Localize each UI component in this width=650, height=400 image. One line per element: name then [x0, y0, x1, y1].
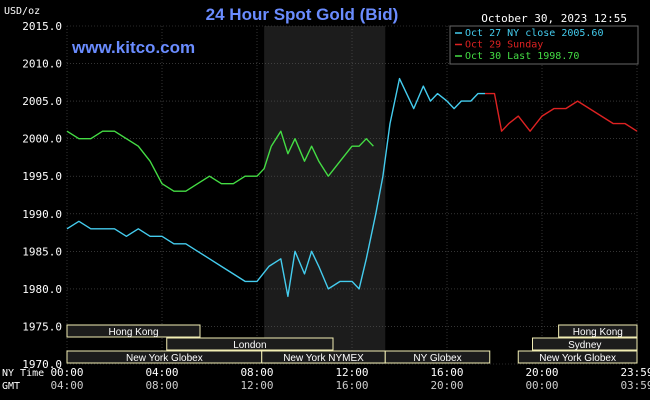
legend-label: Oct 30 Last 1998.70 — [465, 51, 579, 62]
session-band — [66, 324, 201, 338]
x-tick-label-ny: 23:59 — [620, 366, 650, 379]
session-label: Hong Kong — [573, 327, 623, 338]
session-band — [532, 337, 638, 351]
session-label: London — [233, 340, 266, 351]
legend-box — [449, 25, 639, 65]
y-tick-label: 1975.0 — [22, 320, 62, 333]
session-label: NY Globex — [413, 353, 461, 364]
y-tick-label: 1985.0 — [22, 245, 62, 258]
x-axis: NY TimeGMT00:0004:0004:0008:0008:0012:00… — [2, 366, 650, 392]
x-tick-label-ny: 08:00 — [240, 366, 273, 379]
x-tick-label-ny: 04:00 — [145, 366, 178, 379]
x-tick-label-gmt: 20:00 — [430, 379, 463, 392]
y-tick-label: 1970.0 — [22, 358, 62, 371]
y-tick-label: 1980.0 — [22, 283, 62, 296]
session-label: New York Globex — [539, 353, 616, 364]
y-tick-label: 1995.0 — [22, 170, 62, 183]
x-tick-label-ny: 20:00 — [525, 366, 558, 379]
legend-label: Oct 29 Sunday — [465, 40, 543, 51]
session-bands: Hong Kong Hong Kong London Sydney New York G… — [66, 324, 638, 364]
nymex-shaded-period — [264, 26, 386, 364]
session-label: Hong Kong — [108, 327, 158, 338]
series-line-2 — [485, 92, 638, 132]
x-tick-label-gmt: 03:59 — [620, 379, 650, 392]
chart-timestamp: October 30, 2023 12:55 — [481, 12, 627, 25]
session-band — [517, 350, 638, 364]
series-line-3 — [66, 130, 374, 192]
x-tick-label-gmt: 16:00 — [335, 379, 368, 392]
y-tick-label: 1990.0 — [22, 208, 62, 221]
x-tick-label-gmt: 00:00 — [525, 379, 558, 392]
x-tick-label-gmt: 04:00 — [50, 379, 83, 392]
chart-title: 24 Hour Spot Gold (Bid) — [206, 5, 399, 24]
session-band — [166, 337, 334, 351]
session-band — [384, 350, 491, 364]
currency-label: USD/oz — [4, 6, 40, 17]
x-tick-label-ny: 12:00 — [335, 366, 368, 379]
y-tick-label: 2010.0 — [22, 58, 62, 71]
x-tick-label-ny: 00:00 — [50, 366, 83, 379]
series-lines — [66, 77, 638, 298]
x-row-label-ny: NY Time — [2, 368, 44, 379]
y-axis: 2015.0 2010.0 2005.0 2000.0 1995.0 1990.0 1985… — [22, 20, 62, 371]
series-line-1 — [66, 77, 485, 298]
x-tick-label-ny: 16:00 — [430, 366, 463, 379]
y-tick-label: 2000.0 — [22, 133, 62, 146]
legend-label: Oct 27 NY close 2005.60 — [465, 28, 603, 39]
x-tick-label-gmt: 12:00 — [240, 379, 273, 392]
x-tick-label-gmt: 08:00 — [145, 379, 178, 392]
session-label: New York NYMEX — [283, 353, 364, 364]
session-label: New York Globex — [126, 353, 203, 364]
y-tick-label: 2015.0 — [22, 20, 62, 33]
session-label: Sydney — [568, 340, 601, 351]
grid — [66, 25, 638, 365]
y-tick-label: 2005.0 — [22, 95, 62, 108]
session-band — [558, 324, 638, 338]
x-row-label-gmt: GMT — [2, 381, 20, 392]
watermark: www.kitco.com — [71, 38, 195, 57]
